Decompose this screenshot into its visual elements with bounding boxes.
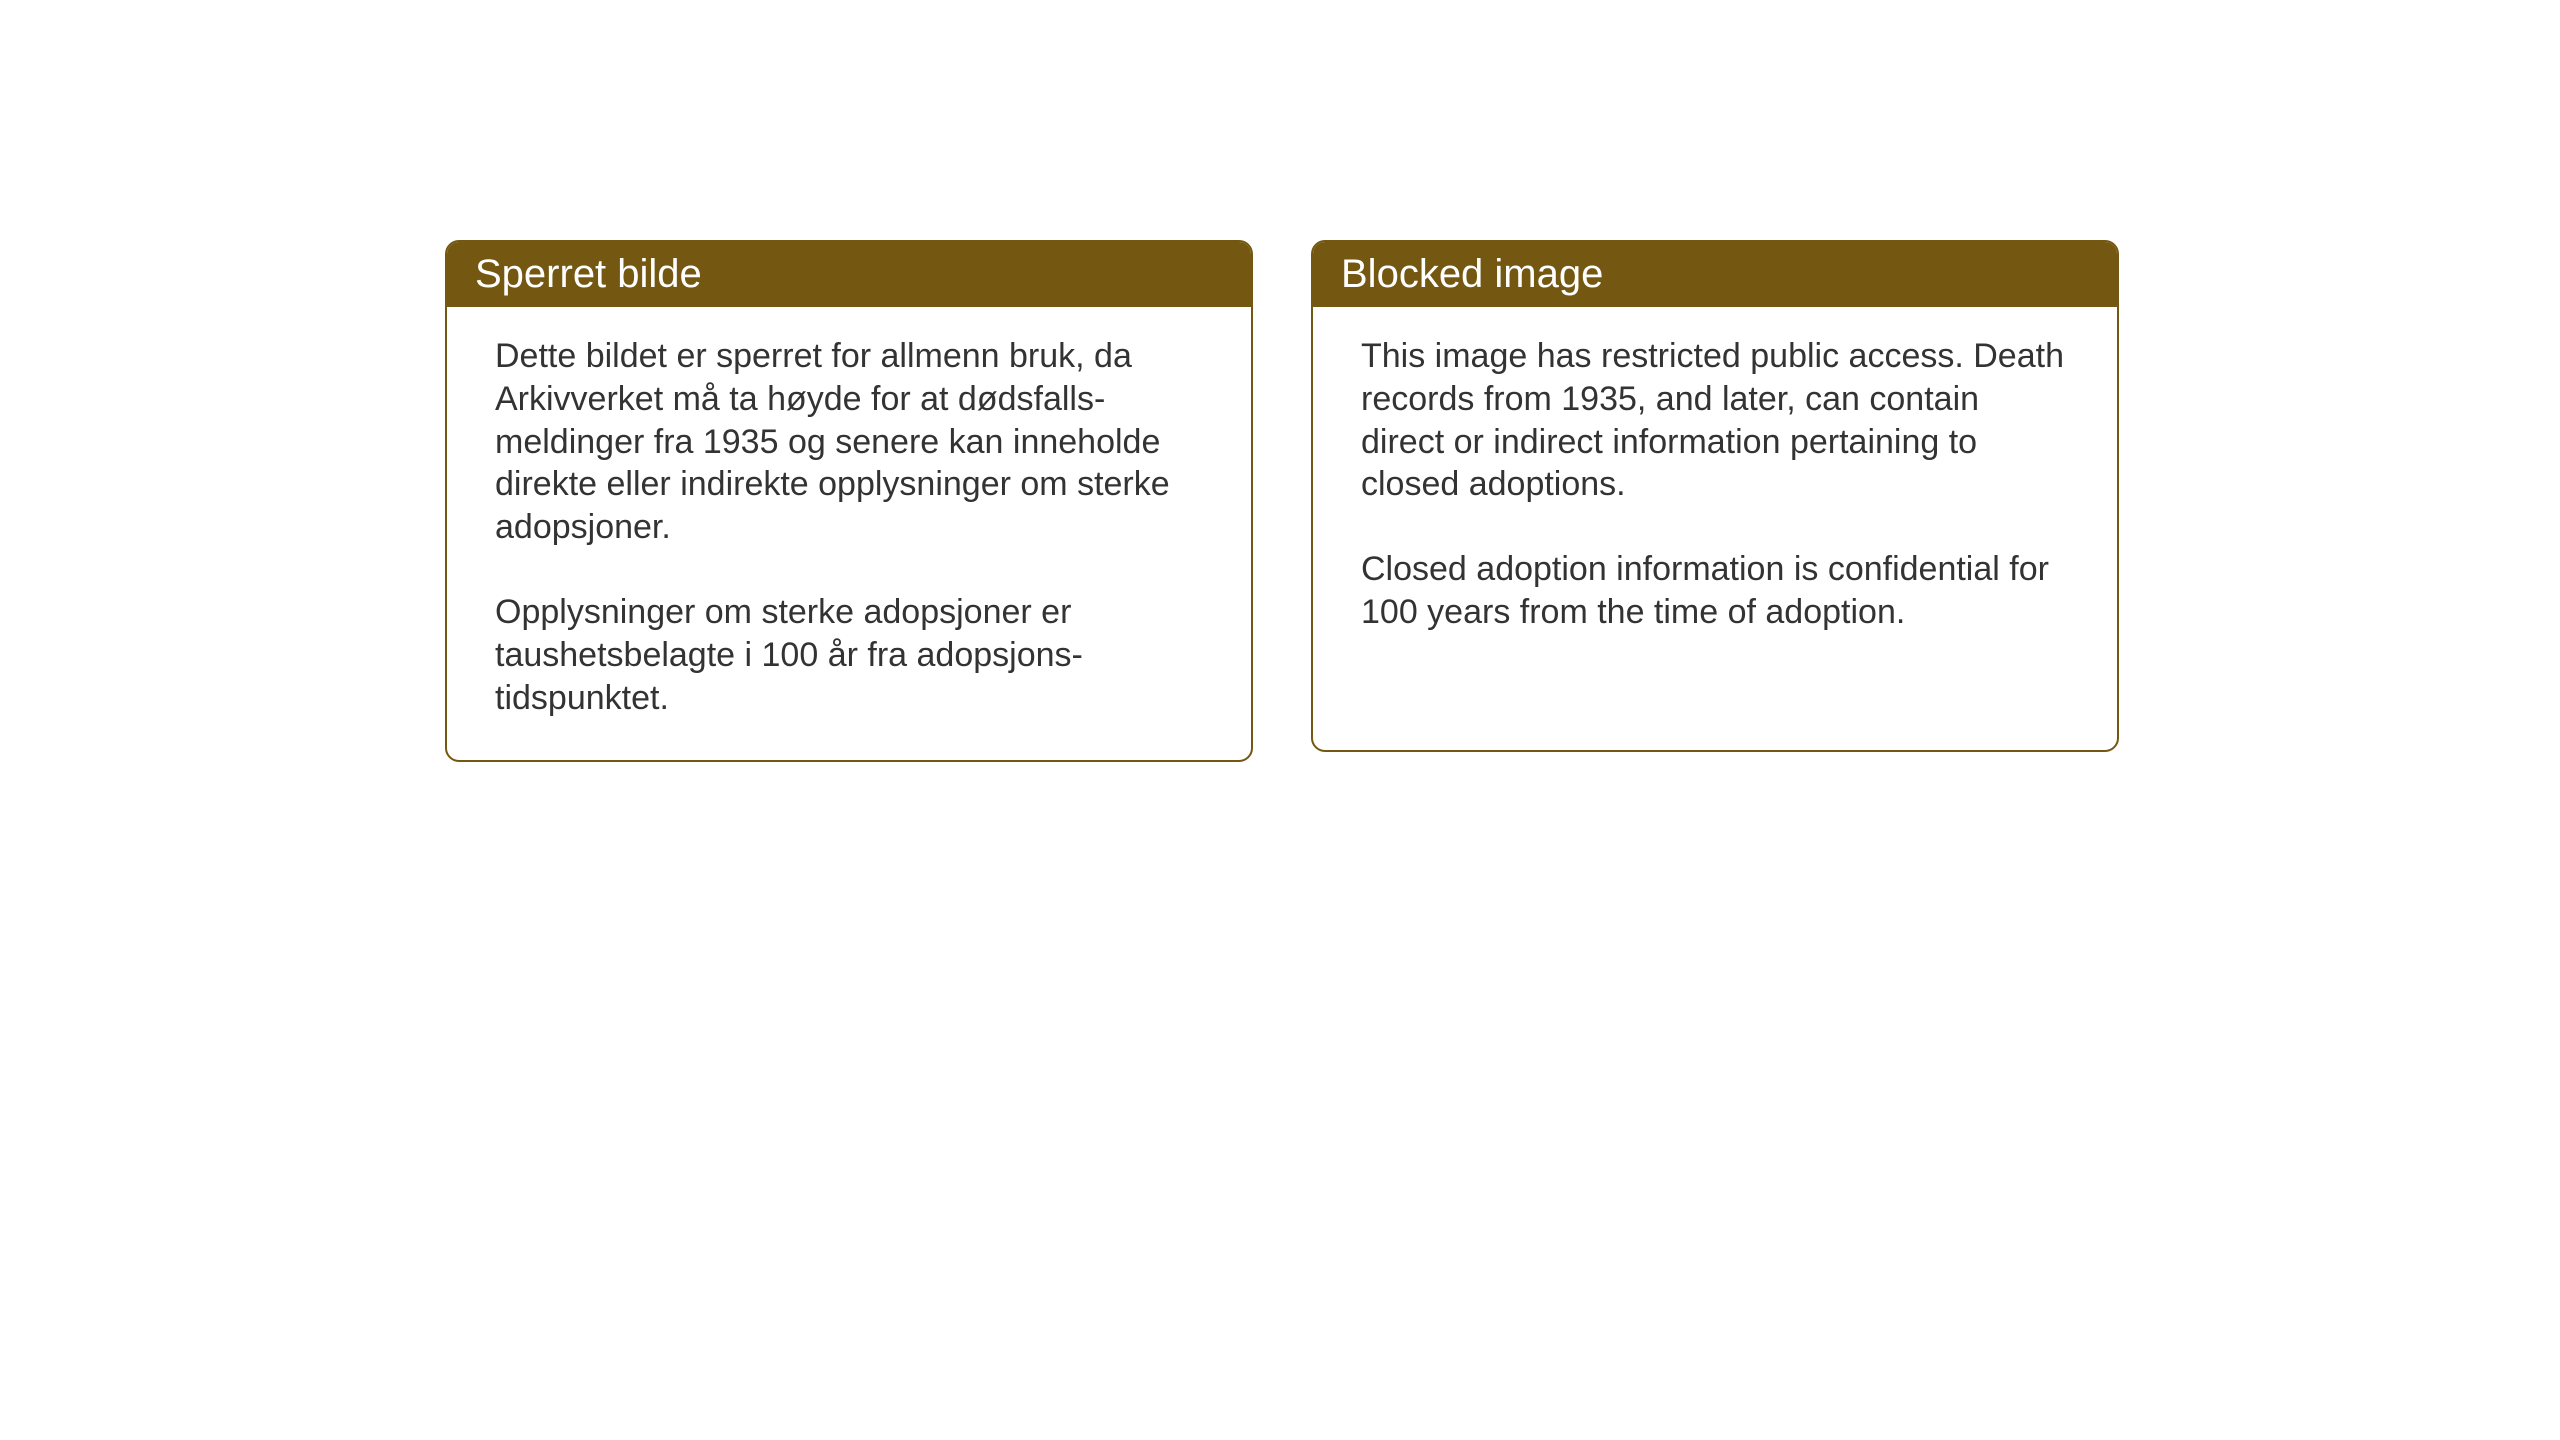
notice-card-english: Blocked image This image has restricted …	[1311, 240, 2119, 752]
card-paragraph-2-norwegian: Opplysninger om sterke adopsjoner er tau…	[495, 591, 1203, 719]
card-body-norwegian: Dette bildet er sperret for allmenn bruk…	[447, 307, 1251, 760]
card-header-norwegian: Sperret bilde	[447, 242, 1251, 307]
card-paragraph-1-norwegian: Dette bildet er sperret for allmenn bruk…	[495, 335, 1203, 549]
card-paragraph-1-english: This image has restricted public access.…	[1361, 335, 2069, 506]
notice-container: Sperret bilde Dette bildet er sperret fo…	[445, 240, 2119, 762]
card-body-english: This image has restricted public access.…	[1313, 307, 2117, 674]
card-title-norwegian: Sperret bilde	[475, 252, 702, 296]
card-header-english: Blocked image	[1313, 242, 2117, 307]
notice-card-norwegian: Sperret bilde Dette bildet er sperret fo…	[445, 240, 1253, 762]
card-paragraph-2-english: Closed adoption information is confident…	[1361, 548, 2069, 634]
card-title-english: Blocked image	[1341, 252, 1603, 296]
